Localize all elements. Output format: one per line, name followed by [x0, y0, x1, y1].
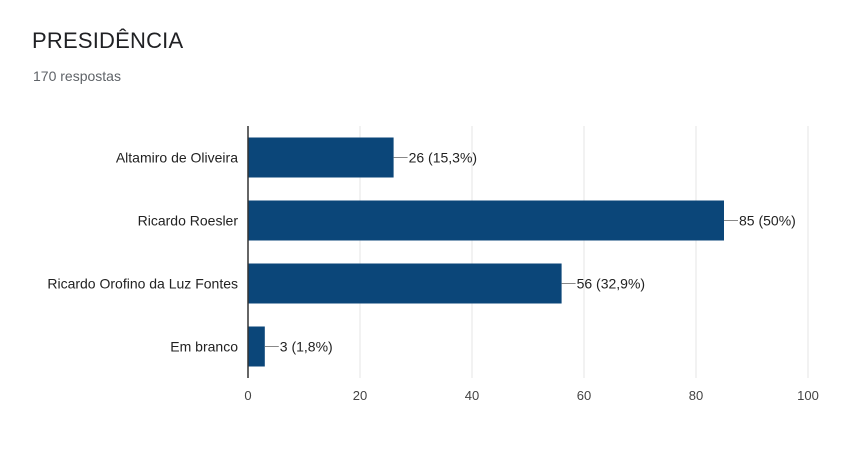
data-label: 85 (50%) — [739, 213, 796, 229]
x-tick-label: 80 — [689, 388, 703, 403]
category-label: Em branco — [170, 339, 238, 355]
x-tick-label: 20 — [353, 388, 367, 403]
x-tick-label: 60 — [577, 388, 591, 403]
bar — [248, 137, 394, 178]
category-label: Altamiro de Oliveira — [116, 150, 238, 166]
x-tick-label: 40 — [465, 388, 479, 403]
category-label: Ricardo Roesler — [138, 213, 239, 229]
data-label: 56 (32,9%) — [577, 276, 645, 292]
category-label: Ricardo Orofino da Luz Fontes — [47, 276, 238, 292]
x-tick-label: 0 — [244, 388, 251, 403]
bar — [248, 326, 265, 367]
bar — [248, 263, 562, 304]
bars — [248, 137, 724, 367]
labels: 0 20 40 60 80 100 26 (15,3%) Altamiro de Olivei… — [47, 150, 819, 404]
grid-lines — [359, 126, 809, 378]
bar — [248, 200, 724, 241]
x-tick-label: 100 — [797, 388, 819, 403]
data-label: 3 (1,8%) — [280, 339, 333, 355]
data-label: 26 (15,3%) — [409, 150, 477, 166]
response-count: 170 respostas — [33, 68, 121, 84]
chart-title: PRESIDÊNCIA — [32, 28, 184, 53]
